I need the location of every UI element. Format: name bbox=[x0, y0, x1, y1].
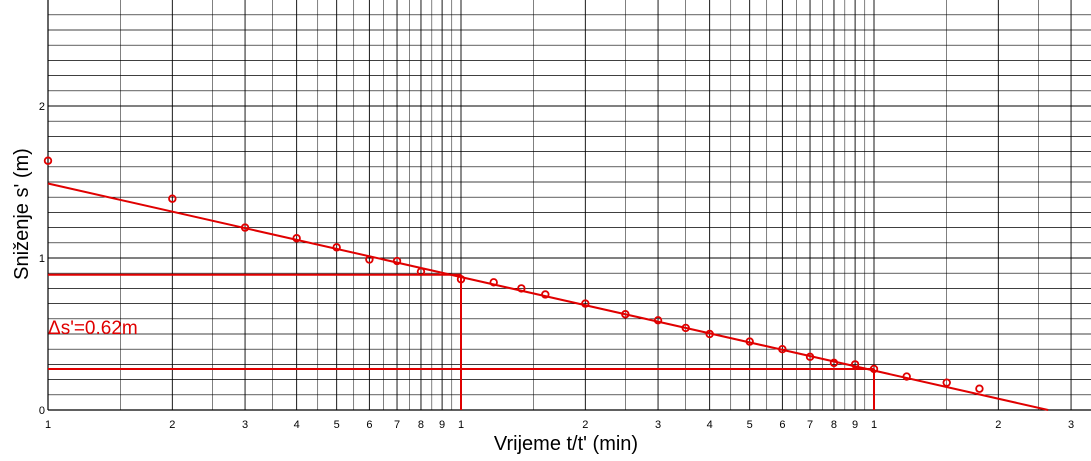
y-tick-label: 0 bbox=[39, 405, 45, 417]
data-point bbox=[869, 364, 879, 374]
x-tick-label: 6 bbox=[366, 419, 372, 431]
reference-lines bbox=[48, 273, 875, 410]
x-tick-label: 7 bbox=[807, 419, 813, 431]
x-tick-label: 2 bbox=[995, 419, 1001, 431]
x-axis-label: Vrijeme t/t' (min) bbox=[494, 433, 638, 455]
y-tick-label: 2 bbox=[39, 101, 45, 113]
data-point bbox=[942, 378, 951, 387]
data-point bbox=[332, 243, 341, 252]
data-point bbox=[778, 345, 787, 354]
x-tick-label: 4 bbox=[707, 419, 713, 431]
data-point bbox=[975, 384, 984, 393]
data-points bbox=[43, 156, 984, 393]
x-tick-label: 4 bbox=[294, 419, 300, 431]
x-tick-label: 1 bbox=[458, 419, 464, 431]
data-point bbox=[850, 360, 860, 369]
data-point bbox=[43, 156, 53, 165]
grid bbox=[47, 0, 1091, 411]
x-tick-label: 3 bbox=[655, 419, 661, 431]
x-tick-label: 1 bbox=[45, 419, 51, 431]
data-point bbox=[456, 275, 466, 284]
x-tick-label: 8 bbox=[418, 419, 424, 431]
data-point bbox=[705, 329, 714, 339]
data-point bbox=[168, 194, 177, 203]
x-tick-label: 7 bbox=[394, 419, 400, 431]
x-tick-label: 8 bbox=[831, 419, 837, 431]
data-point bbox=[292, 234, 301, 243]
data-point bbox=[745, 337, 754, 346]
x-tick-label: 9 bbox=[439, 419, 445, 431]
y-axis-label: Sniženje s' (m) bbox=[11, 148, 33, 280]
x-tick-labels: 1 2 3 4 5 6 7 8 9 1 2 3 4 5 6 7 8 9 1 2 3 bbox=[45, 419, 1074, 431]
data-point bbox=[653, 316, 663, 325]
x-tick-label: 6 bbox=[779, 419, 785, 431]
x-tick-label: 2 bbox=[582, 419, 588, 431]
x-tick-label: 3 bbox=[1068, 419, 1074, 431]
x-tick-label: 2 bbox=[169, 419, 175, 431]
data-point bbox=[621, 310, 630, 319]
data-point bbox=[681, 323, 690, 333]
data-point bbox=[829, 358, 839, 368]
x-tick-label: 3 bbox=[242, 419, 248, 431]
data-point bbox=[365, 255, 374, 264]
x-tick-label: 9 bbox=[852, 419, 858, 431]
x-tick-label: 1 bbox=[871, 419, 877, 431]
data-point bbox=[416, 267, 426, 276]
y-tick-label: 1 bbox=[39, 253, 45, 265]
data-point bbox=[240, 223, 250, 232]
data-point bbox=[805, 352, 815, 361]
delta-s-annotation: Δs'=0.62m bbox=[48, 318, 138, 339]
data-point bbox=[517, 284, 526, 293]
x-tick-label: 5 bbox=[334, 419, 340, 431]
x-tick-label: 5 bbox=[747, 419, 753, 431]
data-point bbox=[489, 278, 498, 287]
y-tick-labels: 0 1 2 bbox=[39, 101, 45, 417]
data-point bbox=[902, 372, 911, 381]
data-point bbox=[392, 256, 402, 266]
data-point bbox=[541, 290, 550, 299]
data-point bbox=[581, 299, 590, 308]
